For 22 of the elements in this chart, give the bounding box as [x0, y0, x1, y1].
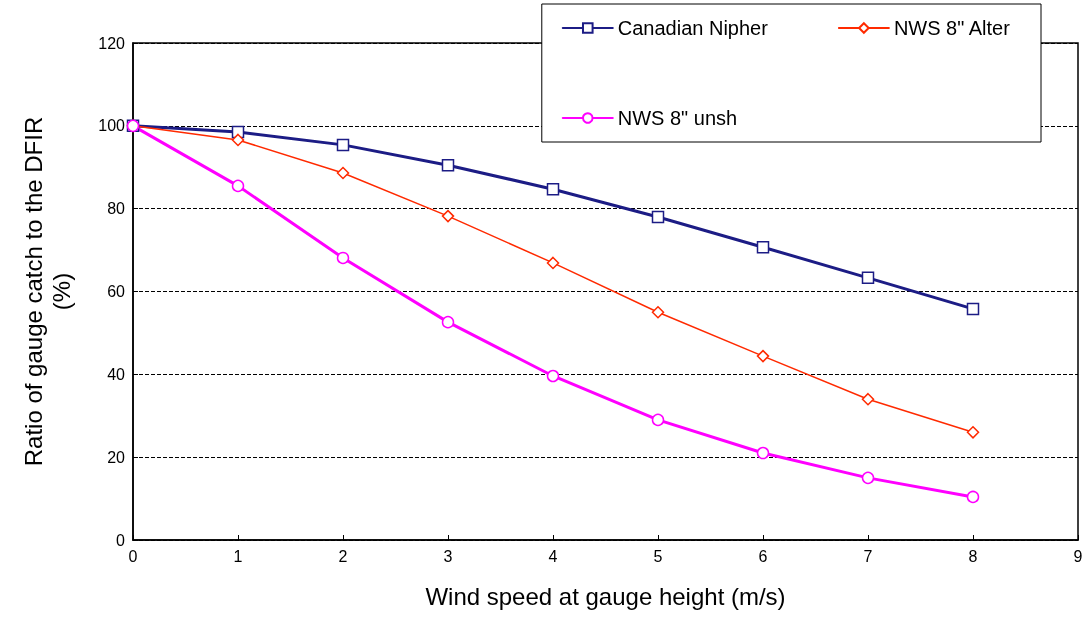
x-tick-label: 7: [863, 547, 873, 565]
y-tick-label: 100: [98, 117, 126, 135]
legend-label: Canadian Nipher: [617, 17, 769, 39]
x-tick-label: 6: [758, 547, 768, 565]
x-tick-label: 9: [1073, 547, 1083, 565]
x-axis-title: Wind speed at gauge height (m/s): [425, 582, 786, 610]
x-tick-label: 2: [338, 547, 348, 565]
y-tick-label: 120: [98, 34, 126, 52]
y-tick-label: 0: [116, 531, 126, 549]
x-tick-label: 0: [128, 547, 138, 565]
x-tick-label: 3: [443, 547, 453, 565]
y-tick-label: 60: [107, 283, 126, 300]
y-tick-label: 20: [107, 448, 126, 466]
legend-label: NWS 8" Alter: [893, 17, 1011, 39]
x-tick-label: 4: [548, 547, 558, 565]
y-tick-label: 80: [107, 200, 126, 218]
y-axis-title: Ratio of gauge catch to the DFIR (%): [19, 116, 75, 467]
y-tick-label: 40: [107, 365, 126, 383]
x-tick-label: 8: [968, 547, 978, 565]
x-tick-label: 5: [653, 547, 663, 565]
legend-label: NWS 8" unsh: [617, 107, 738, 129]
x-tick-label: 1: [233, 547, 243, 565]
